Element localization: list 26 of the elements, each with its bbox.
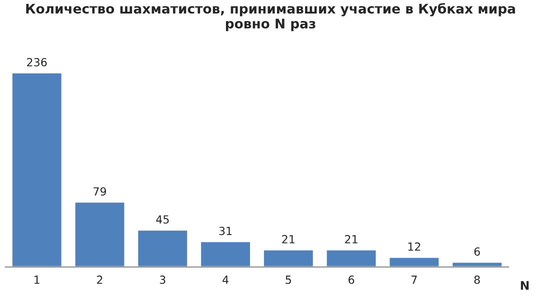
chart-title: Количество шахматистов, принимавших участие в Кубках мира ровно N раз	[26, 3, 515, 32]
x-tick-label: 2	[97, 276, 102, 284]
x-tick-label: 7	[412, 276, 417, 284]
bar	[200, 240, 252, 267]
data-label: 12	[408, 242, 420, 251]
data-label: 45	[156, 215, 169, 224]
x-tick-label: 5	[286, 276, 291, 284]
data-label: 236	[27, 58, 47, 66]
data-label: 79	[94, 187, 106, 196]
x-axis-title: N	[520, 281, 529, 290]
x-tick-label: 8	[474, 276, 480, 284]
bar	[325, 249, 378, 267]
data-label: 31	[219, 226, 232, 236]
bar	[136, 229, 188, 267]
x-tick-label: 3	[160, 276, 166, 284]
x-tick-label: 6	[348, 276, 354, 284]
data-label: 21	[282, 234, 294, 244]
data-label: 21	[345, 234, 358, 244]
x-tick-label: 4	[222, 276, 228, 284]
bar	[262, 249, 314, 267]
bar	[11, 72, 63, 267]
bar	[451, 261, 503, 267]
data-label: 6	[474, 247, 480, 256]
x-tick-label: 1	[34, 276, 40, 284]
bar	[74, 201, 126, 267]
bar	[388, 256, 440, 267]
